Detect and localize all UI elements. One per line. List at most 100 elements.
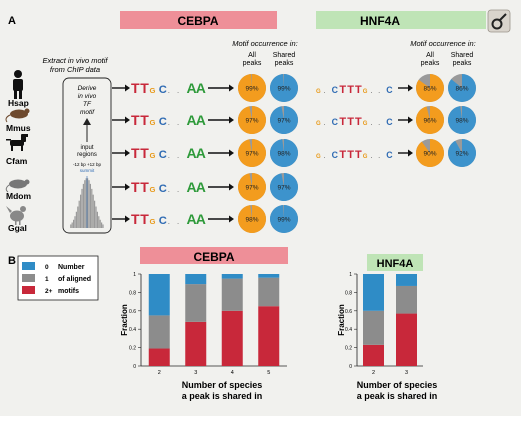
- cebpa-all-peaks-l2: peaks: [243, 60, 262, 67]
- motif-letter: A: [187, 112, 197, 128]
- hnf4a-stacked-bar-chart: 0 0.2 0.4 0.6 0.8 1 2 3: [345, 272, 423, 376]
- motif-letter: G: [150, 86, 156, 95]
- cebpa-shared-peaks-pie: 99%: [270, 205, 298, 234]
- legend-swatch-0: [22, 262, 35, 270]
- bar-segment-1: [258, 277, 280, 307]
- cebpa-chart-title: CEBPA: [193, 250, 234, 264]
- extract-text-line1: Extract in vivo motif: [42, 56, 108, 65]
- row-arrow-to-pie-icon: [229, 116, 234, 124]
- y-tick-label: 0: [133, 364, 136, 370]
- cebpa-all-peaks-pie: 97%: [238, 106, 267, 134]
- dog-silhouette-icon: [6, 134, 28, 151]
- hnf4a-shared-peaks-pie: 98%: [448, 106, 476, 135]
- hnf4a-band: [316, 11, 486, 29]
- bar-segment-1: [148, 315, 170, 349]
- y-tick-label: 0.8: [345, 290, 352, 296]
- cebpa-band: [120, 11, 277, 29]
- motif-letter: G: [363, 154, 368, 160]
- histogram-bar: [98, 216, 100, 228]
- bar-segment-0: [148, 274, 170, 316]
- cebpa-occurrence-header: Motif occurrence in:: [232, 39, 297, 48]
- motif-letter: C: [386, 117, 393, 127]
- cebpa-all-peaks-l1: All: [248, 52, 256, 59]
- summit-text: summit: [80, 168, 95, 173]
- motif-letter: T: [131, 112, 140, 128]
- pie-percent-label: 98%: [245, 217, 258, 224]
- hnf4a-title: HNF4A: [360, 14, 400, 28]
- cebpa-xlabel-l2: a peak is shared in: [182, 391, 263, 401]
- pie-main-slice: [238, 205, 267, 233]
- cebpa-xlabel-l1: Number of species: [182, 380, 263, 390]
- bar-segment-0: [363, 274, 384, 311]
- motif-letter: .: [168, 121, 170, 127]
- row-arrow-to-logo-icon: [125, 149, 130, 157]
- extract-text-line2: from ChIP data: [50, 65, 100, 74]
- motif-letter: .: [177, 188, 179, 194]
- motif-letter: .: [378, 121, 380, 127]
- motif-letter: A: [196, 211, 206, 227]
- y-tick-label: 1: [349, 272, 352, 278]
- histogram-bar: [84, 180, 86, 228]
- pie-main-slice: [270, 74, 298, 102]
- hnf4a-row-arrow-icon: [408, 149, 413, 157]
- species-label-mmus: Mmus: [6, 123, 31, 133]
- hnf4a-chart-title: HNF4A: [377, 258, 414, 270]
- bar-segment-1: [221, 278, 243, 311]
- hnf4a-shared-peaks-pie: 86%: [448, 74, 477, 103]
- x-tick-label: 5: [267, 370, 270, 376]
- corner-logo-icon: [487, 9, 511, 33]
- motif-letter: .: [371, 89, 373, 95]
- cebpa-shared-peaks-l2: peaks: [275, 60, 294, 67]
- pie-main-slice: [238, 139, 267, 167]
- bar-segment-2plus: [221, 310, 243, 366]
- motif-letter: C: [332, 117, 339, 127]
- row-arrow-to-logo-icon: [125, 116, 130, 124]
- panel-b-label: B: [8, 255, 16, 267]
- motif-letter: T: [131, 211, 140, 227]
- x-tick-label: 3: [194, 370, 197, 376]
- motif-letter: T: [339, 84, 346, 96]
- legend-swatch-1: [22, 274, 35, 282]
- motif-letter: T: [140, 112, 149, 128]
- motif-letter: A: [196, 80, 206, 96]
- y-tick-label: 0.2: [345, 346, 352, 352]
- pie-percent-label: 96%: [423, 118, 436, 125]
- y-tick-label: 0: [349, 364, 352, 370]
- hnf4a-all-peaks-pie: 85%: [416, 74, 445, 103]
- human-silhouette-icon: [13, 70, 23, 99]
- histogram-bar: [94, 200, 96, 228]
- motif-letter: .: [168, 188, 170, 194]
- range-text: -12 bp +12 bp: [73, 162, 101, 167]
- motif-letter: T: [355, 149, 362, 161]
- species-label-cfam: Cfam: [6, 156, 28, 166]
- motif-letter: G: [363, 121, 368, 127]
- motif-letter: G: [150, 217, 156, 226]
- pie-percent-label: 90%: [423, 151, 436, 158]
- bar-segment-2plus: [363, 344, 384, 366]
- pie-percent-label: 99%: [245, 86, 258, 93]
- row-arrow-to-logo-icon: [125, 84, 130, 92]
- species-label-hsap: Hsap: [8, 98, 29, 108]
- histogram-bar: [85, 178, 87, 228]
- cebpa-all-peaks-pie: 99%: [237, 74, 266, 102]
- bar-segment-0: [396, 274, 417, 286]
- histogram-bar: [89, 183, 91, 228]
- motif-letter: A: [187, 145, 197, 161]
- motif-letter: G: [363, 89, 368, 95]
- pie-main-slice: [237, 74, 266, 102]
- row-arrow-to-pie-icon: [229, 215, 234, 223]
- hnf4a-ylabel: Fraction: [337, 304, 346, 336]
- y-tick-label: 0.2: [129, 346, 136, 352]
- motif-letter: C: [332, 85, 339, 95]
- histogram-bar: [92, 194, 94, 228]
- cebpa-shared-peaks-pie: 97%: [270, 106, 299, 134]
- motif-letter: G: [316, 154, 321, 160]
- pie-percent-label: 99%: [277, 86, 290, 93]
- histogram-bar: [88, 180, 90, 228]
- pie-main-slice: [448, 74, 477, 103]
- motif-letter: G: [150, 185, 156, 194]
- pie-main-slice: [270, 205, 298, 234]
